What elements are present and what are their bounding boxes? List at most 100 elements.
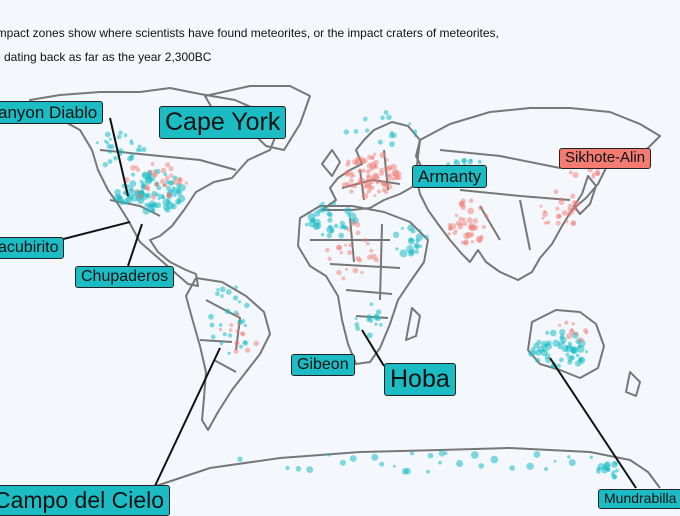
meteorite-point <box>341 276 346 281</box>
label-mundrabilla[interactable]: Mundrabilla <box>598 489 680 509</box>
meteorite-point <box>347 249 353 256</box>
meteorite-point <box>553 189 559 195</box>
new-zealand-coastline <box>625 371 641 397</box>
meteorite-point <box>218 327 223 332</box>
meteorite-point <box>539 204 543 208</box>
meteorite-point <box>454 229 458 233</box>
meteorite-point <box>483 213 489 219</box>
meteorite-point <box>555 206 560 211</box>
meteorite-point <box>108 137 112 141</box>
meteorite-point <box>145 187 151 192</box>
meteorite-point <box>424 234 429 240</box>
leader-campo-del-cielo <box>153 347 221 489</box>
meteorite-point <box>490 455 499 464</box>
meteorite-point <box>345 170 350 175</box>
meteorite-point <box>216 288 220 292</box>
meteorite-point <box>327 256 332 261</box>
meteorite-point <box>336 269 342 276</box>
meteorite-point <box>377 139 383 145</box>
meteorite-point <box>542 349 546 353</box>
meteorite-point <box>326 225 335 234</box>
meteorite-point <box>320 232 325 237</box>
meteorite-point <box>373 194 377 198</box>
meteorite-point <box>166 194 171 198</box>
meteorite-point <box>357 168 363 174</box>
meteorite-point <box>161 195 166 199</box>
meteorite-point <box>541 216 545 220</box>
meteorite-point <box>210 334 216 340</box>
meteorite-point <box>509 465 515 471</box>
meteorite-point <box>242 340 249 346</box>
label-cape-york[interactable]: Cape York <box>159 106 287 140</box>
meteorite-point <box>243 323 248 328</box>
meteorite-point <box>369 315 373 319</box>
meteorite-point <box>397 175 402 180</box>
meteorite-point <box>162 183 167 188</box>
meteorite-point <box>418 229 422 232</box>
label-hoba[interactable]: Hoba <box>384 363 456 397</box>
meteorite-point <box>453 161 457 165</box>
meteorite-point <box>392 464 396 468</box>
meteorite-point <box>458 216 464 222</box>
meteorite-point <box>461 240 465 245</box>
meteorite-point <box>155 192 160 197</box>
label-chupaderos[interactable]: Chupaderos <box>75 266 175 288</box>
meteorite-point <box>314 210 321 217</box>
meteorite-point <box>469 224 477 232</box>
meteorite-point <box>343 243 347 247</box>
meteorite-point <box>363 116 368 122</box>
meteorite-point <box>410 228 416 234</box>
label-gibeon[interactable]: Gibeon <box>291 354 355 376</box>
meteorite-point <box>107 159 113 164</box>
meteorite-point <box>355 326 361 331</box>
meteorite-point <box>364 182 372 190</box>
meteorite-point <box>383 165 391 173</box>
meteorite-point <box>209 322 215 328</box>
leader-mundrabilla <box>549 357 637 489</box>
world-map[interactable] <box>0 0 680 500</box>
meteorite-point <box>333 223 339 229</box>
meteorite-point <box>461 157 467 164</box>
label-canyon-diablo[interactable]: anyon Diablo <box>0 101 104 125</box>
meteorite-point <box>237 456 243 462</box>
meteorite-point <box>227 333 233 338</box>
meteorite-point <box>395 247 399 251</box>
meteorite-point <box>345 162 350 167</box>
meteorite-point <box>568 459 576 467</box>
meteorite-point <box>385 158 389 162</box>
label-campo-del-cielo[interactable]: Campo del Cielo <box>0 485 171 516</box>
meteorite-point <box>126 184 130 189</box>
meteorite-point <box>379 152 386 159</box>
label-bacubirito[interactable]: acubirito <box>0 237 65 259</box>
meteorite-point <box>567 359 573 365</box>
europe-coastline <box>321 121 425 211</box>
leader-canyon-diablo <box>109 117 129 197</box>
meteorite-point <box>557 363 561 368</box>
meteorite-point <box>349 173 354 178</box>
label-leader-lines <box>35 117 637 489</box>
meteorite-point <box>220 294 224 298</box>
meteorite-point <box>344 207 352 215</box>
map-description-line-1: impact zones show where scientists have … <box>0 26 499 40</box>
meteorite-point <box>352 267 359 274</box>
meteorite-point <box>383 110 389 115</box>
meteorite-point <box>532 350 537 355</box>
meteorite-point <box>117 148 124 154</box>
meteorite-point <box>354 222 361 228</box>
meteorite-point <box>141 171 150 180</box>
meteorite-point <box>126 196 133 204</box>
meteorite-point <box>390 163 397 171</box>
meteorite-point <box>177 180 182 186</box>
meteorite-point <box>571 200 578 206</box>
meteorite-point <box>152 203 156 208</box>
meteorite-point <box>400 226 404 230</box>
label-sikhote-alin[interactable]: Sikhote-Alin <box>559 148 652 169</box>
meteorite-point <box>168 166 174 172</box>
meteorite-point <box>558 341 563 347</box>
meteorite-point <box>160 167 167 174</box>
meteorite-point <box>543 221 548 225</box>
label-armanty[interactable]: Armanty <box>412 165 488 189</box>
meteorite-point <box>386 114 392 121</box>
meteorite-point <box>355 230 361 236</box>
meteorite-point <box>419 244 423 248</box>
